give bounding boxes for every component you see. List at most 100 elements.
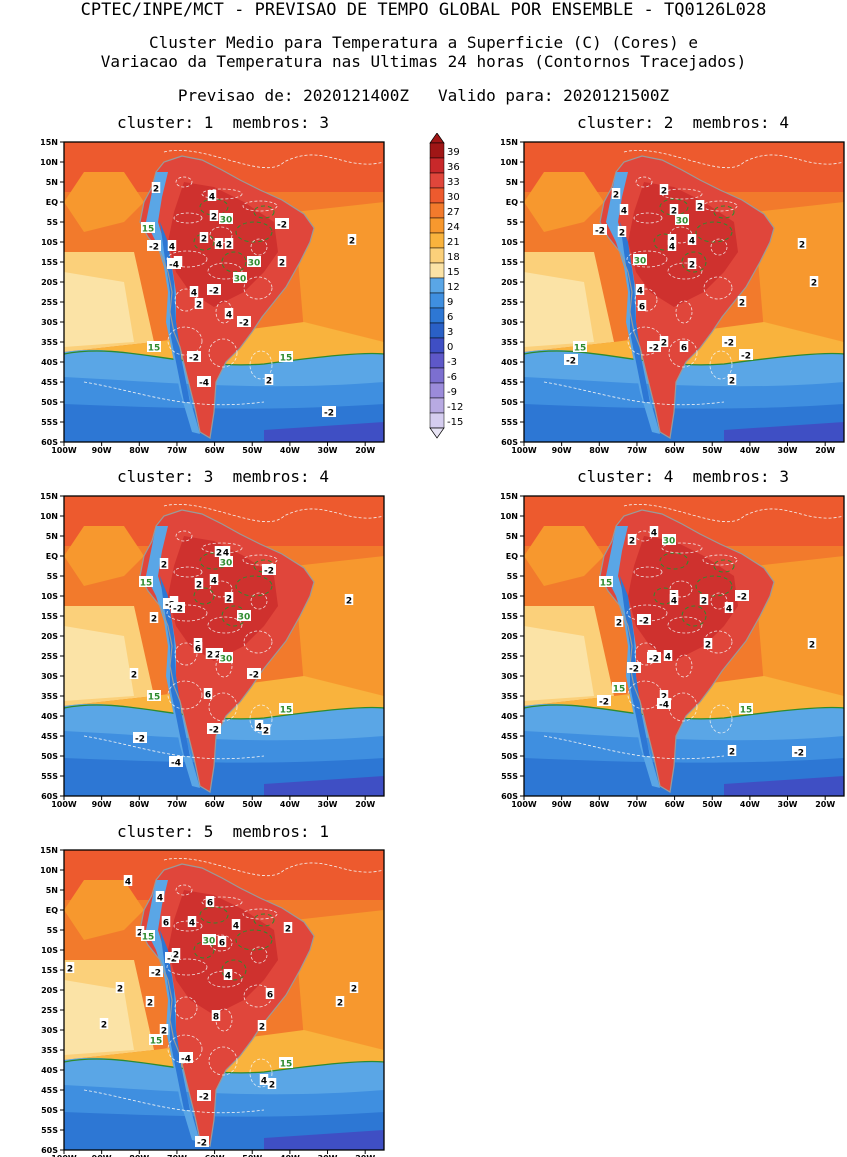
lon-tick-label: 70W [167,800,187,809]
contour-label: -4 [169,261,179,271]
contour-label-bg [115,982,125,993]
contour-label-bg [123,875,133,886]
lat-tick-label: 20S [41,986,58,995]
lat-tick-label: 5N [506,178,518,187]
lon-tick-label: 90W [552,446,572,455]
lon-tick-label: 50W [242,446,262,455]
contour-label-bg [233,272,247,283]
contour-label-bg [189,286,199,297]
contour-label-bg [135,926,145,937]
lat-tick-label: EQ [506,198,518,207]
lat-tick-label: 5N [46,886,58,895]
contour-label: -4 [659,701,669,711]
lon-tick-label: 100W [51,1154,77,1157]
lat-tick-label: EQ [506,552,518,561]
lat-tick-label: 5S [47,926,59,935]
lon-tick-label: 30W [318,800,338,809]
contour-label-bg [262,564,276,575]
colorbar-label: 18 [447,252,460,263]
contour-label: 15 [600,579,613,589]
contour-label: 2 [729,377,735,387]
lat-tick-label: 25S [501,298,518,307]
contour-label-bg [669,204,679,215]
contour-label-bg [261,724,271,735]
contour-label-bg [155,891,165,902]
contour-label-bg [599,576,613,587]
colorbar-label: 24 [447,222,460,233]
contour-label: 2 [616,619,622,629]
contour-label-bg [724,602,734,613]
contour-label: 4 [157,894,163,904]
contour-label: 4 [671,597,677,607]
lat-tick-label: 10S [41,946,58,955]
lat-tick-label: 60S [41,1146,58,1155]
lon-tick-label: 90W [92,800,112,809]
contour-label-bg [171,602,185,613]
contour-label-bg [205,648,215,659]
lat-tick-label: 15S [41,258,58,267]
contour-label: 2 [811,279,817,289]
contour-label: 2 [689,261,695,271]
lon-tick-label: 100W [51,446,77,455]
contour-label: 30 [203,937,216,947]
contour-label: -2 [209,726,219,736]
lat-tick-label: 5S [507,572,519,581]
contour-label: -2 [599,698,609,708]
colorbar-swatch [429,172,445,189]
contour-label: 15 [740,706,753,716]
lat-tick-label: 45S [41,732,58,741]
contour-label-bg [141,222,155,233]
forecast-time-line: Previsao de: 2020121400Z Valido para: 20… [177,86,670,105]
contour-label: 2 [337,999,343,1009]
contour-label-bg [149,612,159,623]
lat-tick-label: 5N [506,532,518,541]
lat-tick-label: 10N [40,512,58,521]
lon-tick-label: 20W [355,800,375,809]
map-panel-4: 15N 10N 5N EQ 5S 10S 15S 20S 25S 30S 35S 40S 45S 50S 5… [500,492,845,809]
lat-tick-label: 60S [41,438,58,447]
contour-label: -2 [639,617,649,627]
contour-label: -2 [277,221,287,231]
colorbar-label: 33 [447,177,460,188]
contour-label: 4 [216,241,222,251]
contour-label: 4 [637,287,643,297]
contour-label-bg [169,756,183,767]
lon-tick-label: 40W [740,446,760,455]
lat-tick-label: EQ [46,906,58,915]
lon-tick-label: 20W [355,1154,375,1157]
colorbar-label: 15 [447,267,460,278]
contour-label: 4 [261,1077,267,1087]
lat-tick-label: 15N [500,492,518,501]
product-title: CPTEC/INPE/MCT - PREVISAO DE TEMPO GLOBA… [80,0,767,20]
contour-label: 30 [238,613,251,623]
contour-label: 4 [225,972,231,982]
contour-label: -2 [151,969,161,979]
contour-label: -2 [173,605,183,615]
contour-label: 2 [147,999,153,1009]
contour-label-bg [207,723,221,734]
contour-label-bg [139,576,153,587]
contour-label: 2 [349,237,355,247]
contour-label: 6 [163,919,169,929]
colorbar-label: 30 [447,192,460,203]
contour-label: 15 [150,1037,163,1047]
lat-tick-label: 30S [501,672,518,681]
lat-tick-label: 40S [501,712,518,721]
lon-tick-label: 80W [589,446,609,455]
lat-tick-label: EQ [46,198,58,207]
contour-label: 15 [613,685,626,695]
contour-label-bg [187,351,201,362]
contour-label-bg [322,406,336,417]
lon-tick-label: 90W [92,446,112,455]
contour-label-bg [564,354,578,365]
lat-tick-label: 10N [500,158,518,167]
lon-tick-label: 50W [702,800,722,809]
contour-label: 2 [101,1021,107,1031]
lat-tick-label: 20S [501,278,518,287]
contour-label: 4 [191,289,197,299]
lon-tick-label: 80W [129,1154,149,1157]
contour-label-bg [633,254,647,265]
lat-tick-label: 5S [47,218,59,227]
contour-label-bg [194,298,204,309]
